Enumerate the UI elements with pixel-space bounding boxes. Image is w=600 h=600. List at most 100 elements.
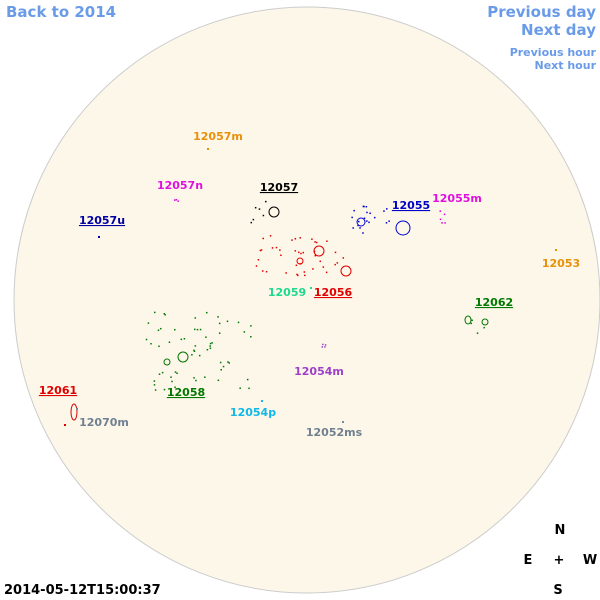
spot-dot [352,227,354,229]
next-day-link[interactable]: Next day [521,21,596,39]
compass-north: N [555,523,566,538]
spot-dot [279,249,281,251]
spot-dot [555,249,557,251]
spot-dot [252,218,255,221]
spot-dot [296,273,298,276]
spot-dot [153,384,156,386]
spot-dot [342,421,344,423]
spot-dot [158,373,161,375]
timestamp: 2014-05-12T15:00:37 [4,583,161,598]
spot-dot [183,338,186,340]
spot-dot [303,271,306,273]
spot-dot [145,338,148,341]
back-link[interactable]: Back to 2014 [6,3,116,21]
spot-dot [196,328,199,331]
spot-dot [198,354,201,357]
spot-dot [365,205,368,208]
spot-dot [222,365,225,368]
spot-dot [211,342,213,344]
spot-dot [220,368,222,371]
spot-dot [483,326,485,329]
spots [70,206,489,421]
spot-dot [321,346,324,348]
region-label[interactable]: 12061 [39,384,77,397]
spot-dot [154,389,157,391]
spot-dot [441,222,443,224]
spot-dot [439,210,442,212]
spot-dot [206,348,209,351]
region-label: 12070m [79,416,129,429]
spot-dot [362,232,364,234]
region-label: 12057n [157,179,203,192]
spot-dot [322,343,324,346]
spot-dot [246,378,249,381]
compass-south: S [553,583,562,598]
spot-dot [170,376,172,378]
spot-dot [194,317,197,319]
spot-dot [265,270,268,273]
spot-dot [255,265,258,267]
compass-east: E [524,553,533,568]
spot-dot [261,400,263,402]
spot-dot [193,377,195,379]
spot-dot [388,220,390,222]
spot-dot [311,238,313,240]
spot-dot [260,249,263,251]
spot-dot [194,328,196,331]
region-label: 12054p [230,406,276,419]
spot-dot [314,254,317,257]
spot-dot [262,214,265,217]
region-label[interactable]: 12057u [79,214,125,227]
next-hour-link[interactable]: Next hour [535,59,597,72]
spot-dot [439,218,442,221]
region-label[interactable]: 12057 [260,181,298,194]
region-label[interactable]: 12058 [167,386,205,399]
spot-dot [444,222,446,224]
region-label: 12059 [268,286,306,299]
spot-dot [358,220,360,223]
region-label: 12054m [294,365,344,378]
compass-center: + [554,553,565,568]
spot-dot [299,237,301,239]
spot-dot [226,320,229,323]
region-label[interactable]: 12055 [392,199,430,212]
spot-dot [294,250,297,252]
spot-dot [257,259,260,261]
spot-dot [174,328,176,331]
spot-dot [326,240,328,242]
previous-day-link[interactable]: Previous day [487,3,596,21]
spot-dot [195,379,197,382]
spot-dot [470,322,473,325]
spot-dot [193,349,195,352]
spot-dot [269,235,272,237]
spot-dot [174,386,176,389]
spot-dot [171,380,173,383]
region-label[interactable]: 12056 [314,286,353,299]
spot-dot [228,362,230,364]
previous-hour-link[interactable]: Previous hour [510,46,597,59]
spot-dot [275,246,278,249]
spot-dot [180,338,183,341]
spot-dot [319,260,322,263]
spot-dot [351,216,353,219]
spot-dot [369,212,371,215]
spot-dot [315,241,318,244]
spot-dot [98,236,100,238]
spot-dot [159,327,162,330]
spot-dot [250,335,252,338]
compass-west: W [583,553,597,568]
spot-dot [175,199,178,201]
spot-dot [248,387,250,390]
spot-dot [174,371,177,373]
spot-dot [147,322,150,324]
spot-dot [153,311,156,314]
region-label: 12055m [432,192,482,205]
region-label[interactable]: 12062 [475,296,513,309]
spot-dot [476,332,479,334]
spot-dot [299,263,302,265]
spot-dot [353,209,355,212]
spot-dot [291,239,293,241]
spot-dot [334,263,336,266]
